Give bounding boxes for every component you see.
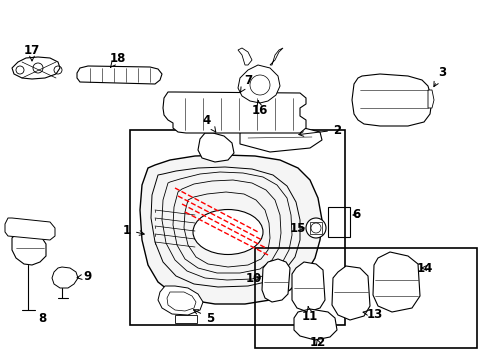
Bar	[309, 222, 321, 234]
Polygon shape	[262, 259, 289, 302]
Polygon shape	[351, 74, 431, 126]
Text: 5: 5	[193, 310, 214, 324]
Polygon shape	[240, 126, 321, 152]
Polygon shape	[372, 252, 419, 312]
Text: 13: 13	[362, 307, 382, 320]
Text: 10: 10	[245, 271, 262, 284]
Text: 12: 12	[309, 336, 325, 348]
Text: 18: 18	[110, 51, 126, 67]
Text: 4: 4	[203, 113, 215, 132]
Ellipse shape	[193, 210, 263, 255]
Polygon shape	[52, 267, 78, 288]
Text: 17: 17	[24, 44, 40, 61]
Text: 9: 9	[77, 270, 92, 283]
Text: 6: 6	[351, 208, 359, 221]
Polygon shape	[163, 92, 305, 133]
Polygon shape	[238, 48, 251, 65]
Bar	[254, 248, 476, 348]
Text: 1: 1	[122, 224, 144, 237]
Text: 7: 7	[240, 73, 251, 92]
Polygon shape	[158, 286, 203, 315]
Text: 3: 3	[433, 66, 445, 87]
Text: 16: 16	[251, 100, 267, 117]
Bar	[175, 315, 197, 323]
Polygon shape	[12, 57, 60, 79]
Polygon shape	[77, 66, 162, 84]
Polygon shape	[238, 65, 280, 103]
Polygon shape	[427, 90, 433, 108]
Polygon shape	[293, 309, 336, 340]
Bar	[327, 207, 349, 237]
Text: 14: 14	[416, 261, 432, 274]
Polygon shape	[198, 133, 234, 162]
Polygon shape	[331, 266, 369, 320]
Text: 2: 2	[298, 123, 340, 136]
Bar	[130, 130, 345, 325]
Polygon shape	[269, 48, 283, 65]
Text: 11: 11	[301, 307, 318, 323]
Circle shape	[305, 218, 325, 238]
Polygon shape	[140, 155, 321, 304]
Polygon shape	[291, 262, 325, 312]
Text: 15: 15	[289, 221, 305, 234]
Polygon shape	[5, 218, 55, 240]
Polygon shape	[12, 232, 46, 265]
Text: 8: 8	[38, 311, 46, 324]
